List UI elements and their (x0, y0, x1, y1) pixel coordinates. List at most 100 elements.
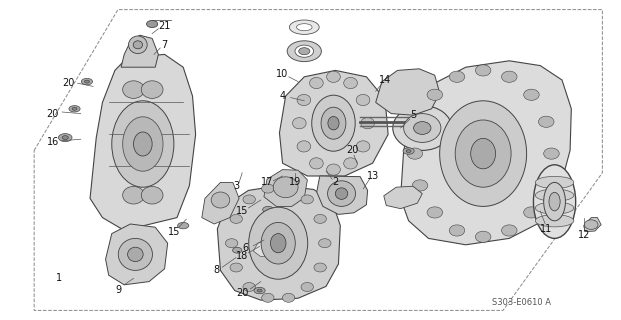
Ellipse shape (297, 94, 310, 106)
Ellipse shape (283, 293, 295, 302)
Ellipse shape (142, 81, 163, 99)
Ellipse shape (134, 132, 152, 156)
Ellipse shape (502, 71, 517, 82)
Ellipse shape (335, 188, 348, 199)
Ellipse shape (122, 81, 144, 99)
Ellipse shape (327, 71, 340, 82)
Ellipse shape (118, 238, 152, 270)
Ellipse shape (288, 41, 322, 61)
Ellipse shape (412, 116, 428, 127)
Ellipse shape (524, 207, 539, 218)
Ellipse shape (142, 186, 163, 204)
Ellipse shape (84, 80, 89, 83)
Text: 19: 19 (289, 177, 301, 188)
Ellipse shape (449, 225, 465, 236)
Text: 7: 7 (161, 40, 168, 50)
Ellipse shape (449, 71, 465, 82)
Ellipse shape (257, 289, 262, 292)
Ellipse shape (393, 106, 452, 150)
Polygon shape (217, 186, 340, 300)
Text: 15: 15 (168, 227, 180, 237)
Text: 2: 2 (332, 177, 338, 188)
Text: 6: 6 (242, 243, 248, 253)
Ellipse shape (535, 202, 574, 214)
Ellipse shape (58, 134, 72, 141)
Text: 9: 9 (115, 284, 121, 295)
Ellipse shape (81, 78, 93, 85)
Ellipse shape (584, 220, 598, 229)
Ellipse shape (261, 293, 274, 302)
Ellipse shape (344, 158, 358, 169)
Polygon shape (202, 182, 239, 224)
Ellipse shape (122, 186, 144, 204)
Ellipse shape (535, 189, 574, 201)
Ellipse shape (356, 141, 370, 152)
Ellipse shape (178, 222, 189, 229)
Ellipse shape (544, 182, 565, 221)
Ellipse shape (407, 148, 422, 159)
Text: 18: 18 (236, 251, 248, 261)
Ellipse shape (455, 120, 511, 187)
Polygon shape (279, 70, 388, 176)
Polygon shape (264, 170, 307, 206)
Ellipse shape (535, 176, 574, 188)
Ellipse shape (273, 177, 298, 198)
Ellipse shape (361, 117, 374, 129)
Ellipse shape (544, 148, 560, 159)
Ellipse shape (129, 36, 147, 53)
Ellipse shape (72, 107, 77, 110)
Ellipse shape (406, 149, 411, 152)
Ellipse shape (230, 263, 242, 272)
Ellipse shape (301, 195, 314, 204)
Text: 12: 12 (578, 230, 590, 240)
Ellipse shape (243, 283, 255, 292)
Ellipse shape (254, 287, 265, 294)
Ellipse shape (232, 247, 242, 253)
Ellipse shape (243, 195, 255, 204)
Text: 14: 14 (379, 75, 391, 85)
Ellipse shape (502, 225, 517, 236)
Text: 21: 21 (158, 20, 171, 31)
Ellipse shape (476, 65, 491, 76)
Text: 13: 13 (366, 171, 379, 181)
Ellipse shape (248, 207, 308, 279)
Ellipse shape (427, 207, 443, 218)
Ellipse shape (535, 215, 574, 227)
Ellipse shape (123, 117, 163, 171)
Ellipse shape (310, 77, 324, 89)
Ellipse shape (133, 41, 142, 49)
Ellipse shape (403, 148, 414, 154)
Ellipse shape (301, 283, 314, 292)
Text: 17: 17 (261, 177, 273, 188)
Ellipse shape (538, 180, 554, 191)
Ellipse shape (328, 116, 339, 130)
Ellipse shape (328, 181, 355, 206)
Text: 20: 20 (47, 108, 59, 119)
Ellipse shape (292, 117, 306, 129)
Polygon shape (401, 61, 571, 245)
Polygon shape (317, 176, 368, 214)
Ellipse shape (427, 89, 443, 100)
Text: 5: 5 (410, 110, 416, 120)
Polygon shape (584, 218, 601, 232)
Ellipse shape (414, 122, 431, 134)
Ellipse shape (314, 214, 327, 223)
Polygon shape (90, 54, 196, 230)
Ellipse shape (524, 89, 539, 100)
Ellipse shape (356, 94, 370, 106)
Ellipse shape (230, 214, 242, 223)
Ellipse shape (62, 136, 68, 140)
Ellipse shape (533, 165, 576, 238)
Ellipse shape (299, 48, 310, 55)
Ellipse shape (471, 138, 496, 169)
Text: 8: 8 (213, 265, 219, 276)
Ellipse shape (261, 184, 274, 193)
Text: 10: 10 (276, 68, 289, 79)
Ellipse shape (321, 107, 346, 139)
Ellipse shape (412, 180, 428, 191)
Ellipse shape (261, 222, 296, 264)
Ellipse shape (476, 231, 491, 243)
Text: 11: 11 (540, 224, 553, 234)
Text: S303-E0610 A: S303-E0610 A (492, 298, 551, 307)
Ellipse shape (549, 192, 560, 211)
